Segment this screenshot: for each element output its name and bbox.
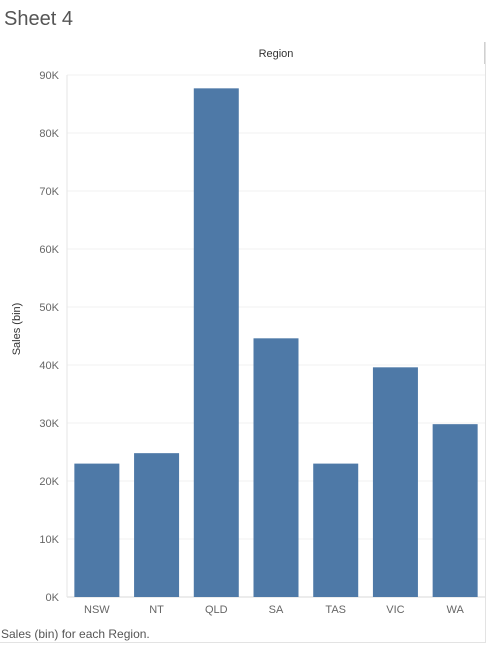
bar-nsw[interactable] — [74, 463, 120, 597]
frame-divider — [484, 42, 485, 64]
x-axis-ticks: NSW NT QLD SA TAS VIC WA — [84, 604, 464, 616]
bar-nt[interactable] — [134, 453, 180, 597]
bars — [74, 88, 478, 597]
x-tick-label: VIC — [386, 604, 404, 616]
column-header-region: Region — [259, 48, 294, 60]
y-tick-label: 10K — [39, 534, 59, 546]
bar-qld[interactable] — [193, 88, 239, 597]
y-tick-label: 40K — [39, 360, 59, 372]
y-tick-label: 70K — [39, 186, 59, 198]
chart-caption: Sales (bin) for each Region. — [1, 627, 150, 641]
x-tick-label: NSW — [84, 604, 110, 616]
bar-tas[interactable] — [313, 463, 359, 597]
x-tick-label: QLD — [205, 604, 228, 616]
sheet-title: Sheet 4 — [4, 8, 73, 30]
bar-sa[interactable] — [253, 338, 299, 597]
y-tick-label: 60K — [39, 244, 59, 256]
x-tick-label: WA — [446, 604, 464, 616]
y-tick-label: 90K — [39, 70, 59, 82]
x-tick-label: TAS — [325, 604, 346, 616]
y-tick-label: 30K — [39, 418, 59, 430]
y-axis-ticks: 0K 10K 20K 30K 40K 50K 60K 70K 80K 90K — [39, 70, 59, 604]
bar-vic[interactable] — [372, 367, 418, 597]
chart-frame — [0, 42, 486, 643]
bar-wa[interactable] — [432, 424, 478, 597]
y-tick-label: 20K — [39, 476, 59, 488]
y-tick-label: 50K — [39, 302, 59, 314]
y-tick-label: 0K — [46, 592, 60, 604]
x-tick-label: SA — [269, 604, 284, 616]
y-axis-title: Sales (bin) — [11, 303, 23, 356]
x-tick-label: NT — [149, 604, 164, 616]
y-tick-label: 80K — [39, 128, 59, 140]
